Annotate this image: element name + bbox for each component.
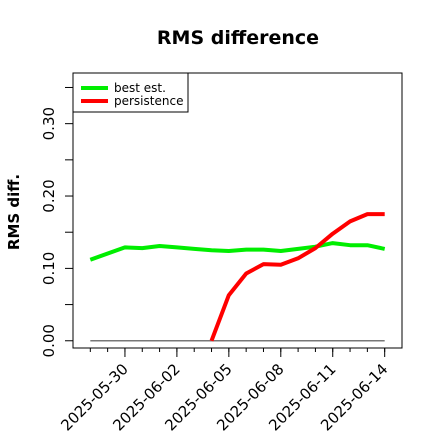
series-line-best-est xyxy=(89,241,386,262)
chart-title: RMS difference xyxy=(157,27,319,49)
plot-frame xyxy=(72,72,403,349)
legend-box xyxy=(72,72,189,113)
legend-label-persistence: persistence xyxy=(114,94,183,108)
legend: best est. persistence xyxy=(72,72,189,113)
y-tick-label: 0.20 xyxy=(40,179,58,212)
legend-label-best-est: best est. xyxy=(114,81,166,95)
x-axis: 2025-05-302025-06-022025-06-052025-06-08… xyxy=(57,348,392,434)
series-line-persistence xyxy=(209,212,385,342)
y-axis-label: RMS diff. xyxy=(5,174,23,250)
y-axis: 0.00 0.10 0.20 0.30 xyxy=(40,86,73,357)
y-tick-label: 0.30 xyxy=(40,107,58,140)
y-tick-label: 0.10 xyxy=(40,252,58,285)
y-tick-label: 0.00 xyxy=(40,324,58,357)
series-layer xyxy=(89,212,386,342)
